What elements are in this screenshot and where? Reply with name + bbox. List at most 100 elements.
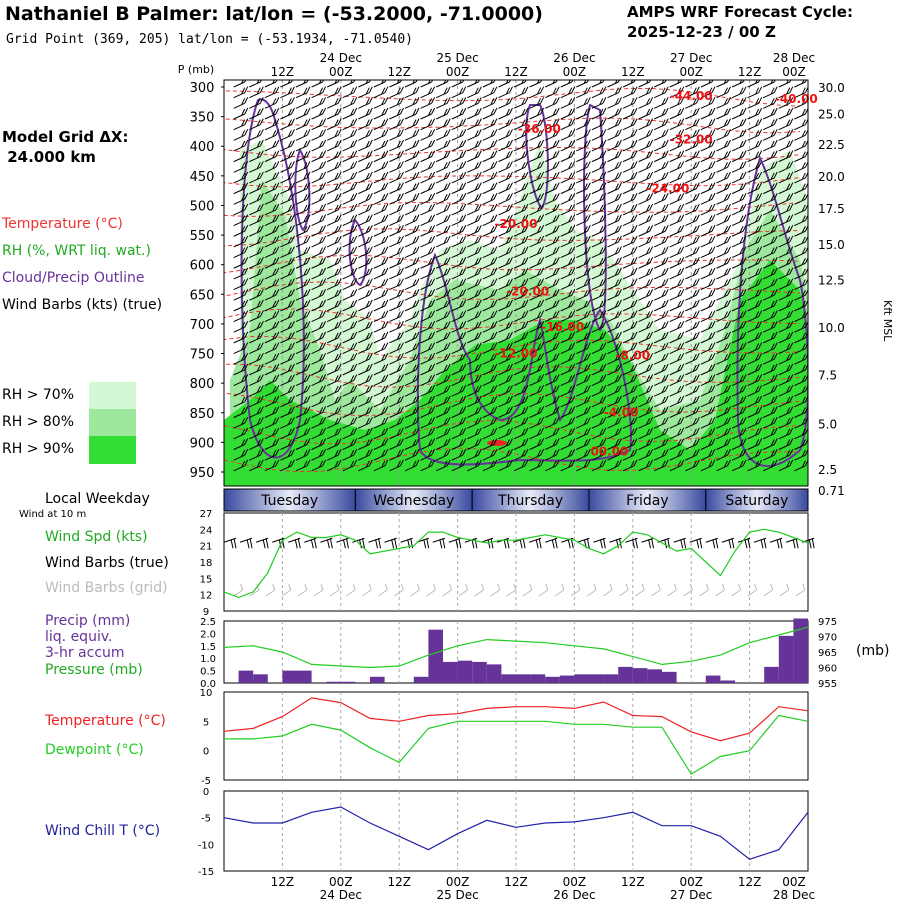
wind-barb: [389, 459, 404, 472]
wind-barb: [716, 299, 731, 312]
cycle-value: 2025-12-23 / 00 Z: [627, 23, 776, 41]
wind-barb: [778, 331, 794, 344]
grid-point-subtitle: Grid Point (369, 205) lat/lon = (-53.193…: [6, 32, 413, 47]
wind-barb: [482, 107, 498, 120]
wind-barb: [778, 150, 794, 163]
wind-barb: [451, 118, 467, 131]
wind-barb: [731, 80, 745, 88]
wind-barb: [264, 395, 280, 408]
wind-barb: [513, 374, 529, 386]
wind-barb: [607, 80, 621, 88]
wind-barb: [607, 320, 622, 333]
wind-barb: [513, 129, 529, 141]
wind-barb: [326, 161, 342, 173]
wind-barb: [778, 289, 794, 301]
wind-barb: [311, 139, 327, 152]
wind-barb: [607, 118, 622, 131]
wind-barb: [358, 384, 373, 397]
wind-barb: [544, 97, 560, 109]
wind-barb: [778, 97, 794, 109]
wind-barb: [544, 384, 560, 397]
wind-barb: [498, 363, 513, 376]
wind-barb: [482, 352, 498, 365]
wind-barb: [249, 374, 264, 386]
wind-barb: [358, 342, 373, 354]
wind-barb: [389, 320, 404, 333]
true-wind-barb: [255, 537, 269, 549]
wind-barb: [513, 171, 529, 184]
wind-barb: [763, 161, 778, 173]
wind-barb: [763, 352, 778, 365]
wind-chill-tick: -15: [198, 867, 214, 878]
wind-barb: [295, 384, 311, 397]
wind-barb: [295, 246, 311, 259]
wind-barb: [311, 352, 327, 365]
precip-bar: [472, 661, 487, 683]
precip-bar: [574, 674, 589, 683]
wind-barb: [342, 448, 358, 461]
wind-barb: [622, 139, 638, 152]
wind-barb: [529, 150, 545, 163]
wind-barb: [685, 203, 700, 216]
wind-barb: [467, 427, 482, 440]
wind-barb: [358, 289, 373, 301]
true-wind-barb: [721, 537, 735, 549]
wind-barb: [529, 363, 545, 376]
wind-barb: [513, 352, 529, 365]
grid-wind-barb: [233, 583, 244, 597]
wind-barb: [435, 289, 451, 301]
wind-barb: [498, 299, 513, 312]
wind-barb: [763, 129, 778, 141]
wind-barb: [264, 448, 280, 461]
wind-barb: [389, 182, 404, 195]
wind-barb: [763, 459, 778, 472]
precip-tick: 2.0: [200, 629, 216, 640]
wind-barb: [435, 214, 451, 227]
wind-barb: [420, 161, 436, 173]
wind-barb: [544, 118, 560, 131]
wind-barb: [560, 150, 576, 163]
wind-barb: [529, 107, 545, 120]
wind-barb: [342, 342, 358, 354]
grid-wind-barb: [570, 583, 581, 597]
wind-barb: [233, 107, 249, 120]
wind-barb: [482, 193, 498, 205]
wind-barb: [576, 331, 591, 344]
wind-barb: [233, 139, 249, 152]
wind-barb: [295, 438, 311, 450]
precip-bar: [647, 669, 662, 683]
wind-barb: [389, 118, 404, 131]
wind-barb: [576, 416, 591, 429]
wind-barb: [435, 139, 451, 152]
wind-barb: [654, 246, 669, 259]
wind-barb: [638, 225, 654, 237]
wind-barb: [280, 182, 295, 195]
wind-barb: [778, 193, 794, 205]
wind-barb: [622, 257, 638, 269]
wind-barb: [404, 416, 420, 429]
wind-barb: [700, 310, 716, 323]
wind-barb: [404, 363, 420, 376]
wind-barb: [544, 289, 560, 301]
dewpoint-line: [224, 714, 809, 775]
top-hour-label: 12Z: [504, 65, 528, 79]
wind-barb: [638, 235, 654, 248]
wind-barb: [451, 278, 467, 291]
wind-barb: [591, 246, 607, 259]
wind-barb: [342, 214, 358, 227]
wind-barb: [373, 193, 389, 205]
wind-barb: [358, 267, 373, 280]
true-wind-barb: [545, 537, 558, 549]
wind-barb: [591, 267, 607, 280]
grid-wind-barb: [490, 583, 501, 597]
wind-barb: [373, 97, 389, 109]
wind-barb: [763, 331, 778, 344]
wind-barb: [778, 427, 794, 440]
wind-barb: [498, 459, 513, 472]
wind-barb: [747, 235, 763, 248]
wind-barb: [451, 182, 467, 195]
grid-wind-barb: [522, 583, 533, 597]
wind-barb: [544, 363, 560, 376]
height-axis-label: Kft MSL: [881, 300, 894, 342]
temperature-tick: 10: [200, 688, 213, 699]
